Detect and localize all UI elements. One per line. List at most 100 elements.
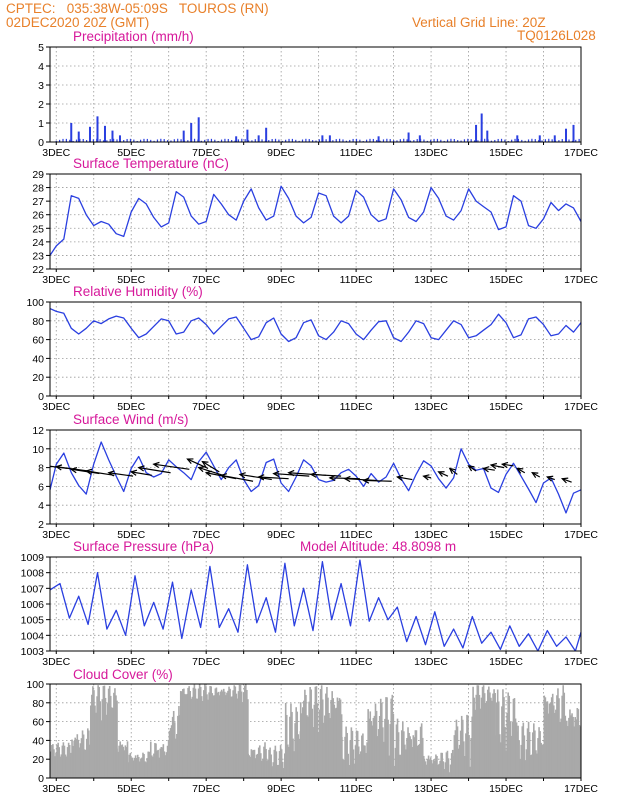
cloud-bar bbox=[104, 697, 107, 778]
cloud-bar bbox=[265, 748, 267, 778]
cloud-bar bbox=[335, 707, 338, 778]
wind-arrowhead bbox=[257, 474, 265, 481]
precip-bar bbox=[96, 138, 98, 142]
cloud-bar bbox=[369, 711, 372, 778]
cloud-bar bbox=[550, 697, 553, 778]
precip-bar bbox=[133, 139, 135, 142]
cloud-bar bbox=[408, 732, 410, 778]
precip-bar bbox=[517, 138, 520, 142]
cloud-bar bbox=[101, 699, 104, 778]
cloud-bar bbox=[125, 747, 128, 778]
precip-bar bbox=[207, 138, 209, 142]
wind-arrowhead bbox=[482, 466, 490, 473]
precip-bar bbox=[210, 138, 213, 142]
precip-bar bbox=[70, 123, 73, 142]
cloud-bar bbox=[270, 754, 272, 778]
precip-bar bbox=[433, 138, 435, 142]
cloud-bar bbox=[411, 746, 414, 778]
cloud-bar bbox=[539, 731, 541, 778]
cloud-bar bbox=[175, 738, 177, 778]
cloud-bar bbox=[264, 742, 266, 778]
rh-panel bbox=[46, 301, 582, 399]
wind-vector bbox=[311, 473, 342, 477]
precip-bar bbox=[453, 139, 455, 142]
cloud-bar bbox=[308, 701, 310, 778]
precip-xtick-label: 5DEC bbox=[117, 147, 145, 159]
precip-xtick-label: 3DEC bbox=[42, 147, 70, 159]
precip-bar bbox=[227, 138, 229, 142]
cloud-bar bbox=[156, 750, 158, 778]
cloud-bar bbox=[574, 717, 577, 778]
cloud-bar bbox=[96, 696, 98, 778]
pressure-xtick-label: 13DEC bbox=[414, 656, 448, 668]
cloud-bar bbox=[477, 685, 480, 778]
wind-vector bbox=[221, 474, 254, 482]
cloud-bar bbox=[193, 684, 196, 778]
cloud-bar bbox=[292, 738, 294, 778]
precip-bar bbox=[246, 129, 249, 142]
cloud-bar bbox=[428, 759, 431, 778]
wind-xtick-label: 5DEC bbox=[117, 529, 145, 541]
cloud-bar bbox=[157, 749, 159, 778]
cloud-bar bbox=[342, 759, 344, 778]
precip-bar bbox=[450, 138, 452, 142]
cloud-bar bbox=[86, 728, 89, 778]
precip-bar bbox=[55, 140, 57, 142]
pressure-xtick-label: 17DEC bbox=[564, 656, 598, 668]
temp-ytick-label: 28 bbox=[32, 183, 44, 195]
cloud-bar bbox=[561, 695, 563, 778]
precip-bar bbox=[197, 117, 200, 142]
cloud-bar bbox=[291, 711, 293, 778]
cloud-bar bbox=[413, 737, 416, 778]
precip-bar bbox=[463, 139, 466, 142]
cloud-bar bbox=[100, 720, 103, 778]
cloud-bar bbox=[419, 726, 422, 778]
precip-bar bbox=[278, 139, 280, 142]
wind-title: Surface Wind (m/s) bbox=[73, 412, 189, 427]
cloud-bar bbox=[495, 702, 498, 778]
cloud-bar bbox=[239, 685, 242, 778]
cloud-bar bbox=[217, 691, 220, 778]
cloud-bar bbox=[168, 730, 171, 778]
cloud-bar bbox=[382, 727, 384, 778]
precip-bar bbox=[558, 140, 560, 142]
precip-bar bbox=[82, 138, 84, 142]
cloud-bar bbox=[423, 758, 426, 778]
cloud-bar bbox=[421, 737, 424, 778]
cloud-bar bbox=[537, 738, 539, 778]
precip-bar bbox=[180, 139, 182, 142]
precip-ytick-label: 1 bbox=[38, 118, 44, 130]
cloud-bar bbox=[515, 722, 518, 778]
cloud-bar bbox=[258, 745, 261, 778]
wind-arrowhead bbox=[84, 468, 93, 475]
cloud-bar bbox=[224, 691, 226, 778]
cloud-bar bbox=[124, 745, 127, 778]
cloud-bar bbox=[538, 727, 540, 778]
temp-xtick-label: 15DEC bbox=[489, 274, 523, 286]
cloud-bar bbox=[426, 759, 429, 778]
precip-bar bbox=[271, 139, 273, 142]
precip-bar bbox=[166, 140, 169, 142]
cloud-bar bbox=[197, 688, 200, 778]
cloud-bar bbox=[388, 755, 390, 778]
header-date: 02DEC2020 20Z (GMT) bbox=[6, 15, 150, 30]
cloud-bar bbox=[179, 691, 182, 778]
wind-arrowhead bbox=[186, 458, 194, 465]
cloud-bar bbox=[513, 698, 516, 778]
cloud-bar bbox=[57, 742, 59, 778]
cloud-bar bbox=[505, 750, 507, 778]
precip-bar bbox=[443, 140, 445, 142]
cloud-bar bbox=[283, 753, 286, 778]
cloud-bar bbox=[568, 717, 570, 778]
precip-bar bbox=[116, 139, 118, 142]
header-grid-note: Vertical Grid Line: 20Z bbox=[412, 15, 546, 30]
cloud-bar bbox=[141, 757, 143, 778]
pressure-xtick-label: 5DEC bbox=[117, 656, 145, 668]
rh-xtick-label: 9DEC bbox=[267, 401, 295, 413]
cloud-bar bbox=[155, 743, 157, 778]
cloud-bar bbox=[519, 758, 521, 778]
cloud-bar bbox=[523, 735, 526, 778]
precip-bar bbox=[571, 140, 573, 142]
cloud-bar bbox=[60, 754, 63, 778]
wind-vector bbox=[516, 467, 526, 474]
